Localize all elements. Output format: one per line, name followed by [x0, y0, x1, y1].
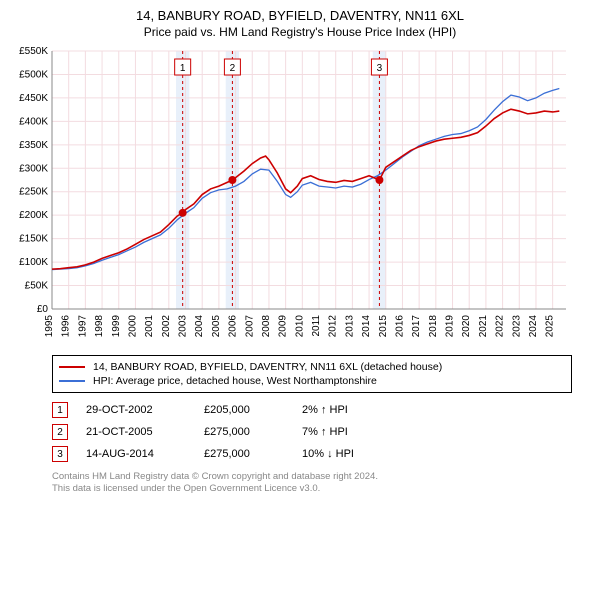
x-axis-tick-label: 1998	[94, 315, 105, 338]
x-axis-tick-label: 2022	[495, 315, 506, 338]
event-date: 14-AUG-2014	[86, 448, 186, 460]
footer-line-2: This data is licensed under the Open Gov…	[52, 483, 572, 495]
event-row: 2 21-OCT-2005 £275,000 7% ↑ HPI	[52, 421, 572, 443]
x-axis-tick-label: 2002	[161, 315, 172, 338]
event-row: 3 14-AUG-2014 £275,000 10% ↓ HPI	[52, 443, 572, 465]
footer-attribution: Contains HM Land Registry data © Crown c…	[52, 471, 572, 496]
event-delta: 10% ↓ HPI	[302, 448, 572, 460]
x-axis-tick-label: 2012	[328, 315, 339, 338]
event-delta: 2% ↑ HPI	[302, 404, 572, 416]
y-axis-tick-label: £0	[37, 304, 49, 315]
legend-label: 14, BANBURY ROAD, BYFIELD, DAVENTRY, NN1…	[93, 361, 442, 373]
x-axis-tick-label: 2013	[344, 315, 355, 338]
legend-item: HPI: Average price, detached house, West…	[59, 374, 565, 388]
y-axis-tick-label: £150K	[19, 234, 48, 245]
x-axis-tick-label: 2000	[127, 315, 138, 338]
x-axis-tick-label: 2005	[211, 315, 222, 338]
x-axis-tick-label: 2023	[511, 315, 522, 338]
y-axis-tick-label: £100K	[19, 257, 48, 268]
series-hpi	[52, 89, 559, 270]
event-row-number: 2	[52, 424, 68, 440]
x-axis-tick-label: 1999	[111, 315, 122, 338]
y-axis-tick-label: £500K	[19, 69, 48, 80]
event-table: 1 29-OCT-2002 £205,000 2% ↑ HPI 2 21-OCT-2005…	[52, 399, 572, 465]
x-axis-tick-label: 1995	[44, 315, 55, 338]
x-axis-tick-label: 2006	[228, 315, 239, 338]
event-price: £275,000	[204, 426, 284, 438]
event-price: £205,000	[204, 404, 284, 416]
x-axis-tick-label: 2003	[178, 315, 189, 338]
legend-swatch	[59, 366, 85, 368]
event-date: 21-OCT-2005	[86, 426, 186, 438]
legend: 14, BANBURY ROAD, BYFIELD, DAVENTRY, NN1…	[52, 355, 572, 393]
event-date: 29-OCT-2002	[86, 404, 186, 416]
x-axis-tick-label: 1997	[77, 315, 88, 338]
y-axis-tick-label: £550K	[19, 47, 48, 57]
x-axis-tick-label: 2015	[378, 315, 389, 338]
y-axis-tick-label: £350K	[19, 140, 48, 151]
event-delta: 7% ↑ HPI	[302, 426, 572, 438]
x-axis-tick-label: 2010	[294, 315, 305, 338]
y-axis-tick-label: £450K	[19, 93, 48, 104]
chart-title: 14, BANBURY ROAD, BYFIELD, DAVENTRY, NN1…	[10, 8, 590, 23]
x-axis-tick-label: 2011	[311, 315, 322, 337]
y-axis-tick-label: £50K	[25, 281, 49, 292]
event-number-label: 2	[230, 63, 236, 74]
line-chart: £0 £50K £100K £150K £200K £250K £300K £350K £400…	[10, 47, 566, 347]
event-number-label: 3	[377, 63, 383, 74]
event-point	[375, 176, 383, 184]
y-axis-tick-label: £400K	[19, 116, 48, 127]
legend-item: 14, BANBURY ROAD, BYFIELD, DAVENTRY, NN1…	[59, 360, 565, 374]
x-axis-tick-label: 2009	[278, 315, 289, 338]
event-point	[228, 176, 236, 184]
x-axis-tick-label: 2024	[528, 315, 539, 338]
y-axis-tick-label: £200K	[19, 210, 48, 221]
x-axis-tick-label: 2018	[428, 315, 439, 338]
x-axis-tick-label: 2004	[194, 315, 205, 338]
x-axis-tick-label: 2016	[394, 315, 405, 338]
x-axis-tick-label: 2017	[411, 315, 422, 338]
footer-line-1: Contains HM Land Registry data © Crown c…	[52, 471, 572, 483]
event-price: £275,000	[204, 448, 284, 460]
title-block: 14, BANBURY ROAD, BYFIELD, DAVENTRY, NN1…	[10, 8, 590, 39]
x-axis-tick-label: 2025	[545, 315, 556, 338]
x-axis-tick-label: 2008	[261, 315, 272, 338]
y-axis-tick-label: £250K	[19, 187, 48, 198]
event-number-label: 1	[180, 63, 186, 74]
x-axis-tick-label: 2014	[361, 315, 372, 338]
chart-subtitle: Price paid vs. HM Land Registry's House …	[10, 25, 590, 39]
chart-area: £0 £50K £100K £150K £200K £250K £300K £350K £400…	[10, 47, 590, 347]
x-axis-tick-label: 1996	[61, 315, 72, 338]
x-axis-tick-label: 2020	[461, 315, 472, 338]
x-axis-tick-label: 2021	[478, 315, 489, 338]
x-axis-tick-label: 2019	[445, 315, 456, 338]
y-axis-tick-label: £300K	[19, 163, 48, 174]
event-point	[179, 209, 187, 217]
event-row-number: 1	[52, 402, 68, 418]
x-axis-tick-label: 2007	[244, 315, 255, 338]
x-axis-tick-label: 2001	[144, 315, 155, 338]
legend-label: HPI: Average price, detached house, West…	[93, 375, 377, 387]
chart-container: 14, BANBURY ROAD, BYFIELD, DAVENTRY, NN1…	[0, 0, 600, 506]
legend-swatch	[59, 380, 85, 382]
event-row-number: 3	[52, 446, 68, 462]
event-row: 1 29-OCT-2002 £205,000 2% ↑ HPI	[52, 399, 572, 421]
series-property	[52, 109, 559, 269]
